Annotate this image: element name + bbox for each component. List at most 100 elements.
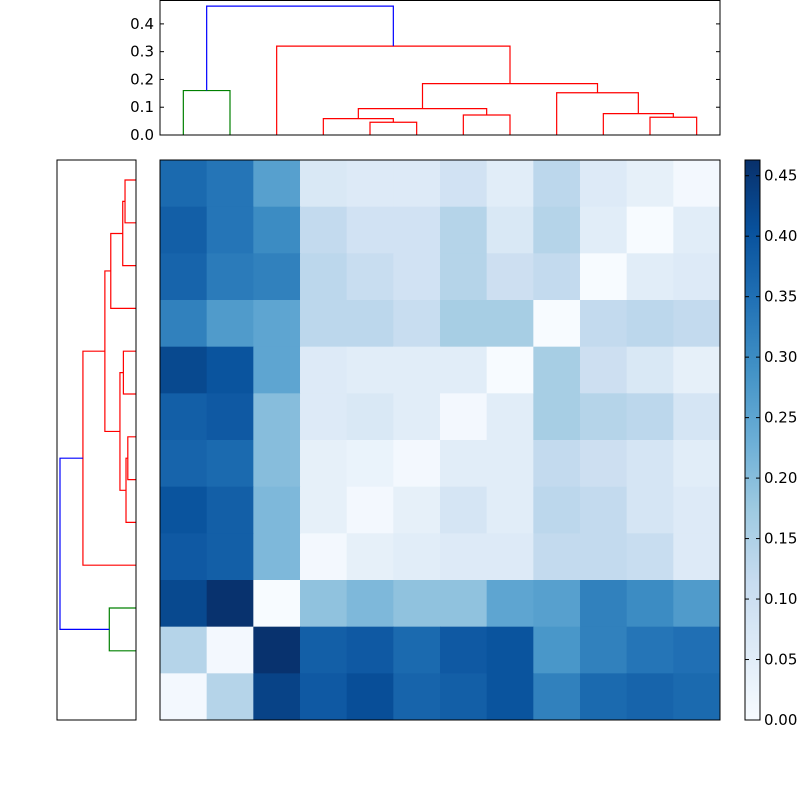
- heatmap-cell: [486, 486, 534, 534]
- heatmap-cell: [160, 533, 208, 581]
- heatmap-cell: [533, 440, 581, 488]
- heatmap-cell: [206, 393, 254, 441]
- heatmap-cell: [300, 486, 348, 534]
- heatmap-cell: [533, 626, 581, 674]
- dendrogram-link: [649, 116, 698, 135]
- heatmap-cell: [673, 440, 721, 488]
- heatmap-cell: [440, 533, 488, 581]
- heatmap-cell: [253, 160, 301, 208]
- heatmap-cell: [533, 206, 581, 254]
- heatmap-cell: [580, 160, 628, 208]
- heatmap-cell: [440, 673, 488, 721]
- heatmap-cell: [626, 673, 674, 721]
- heatmap-cell: [626, 300, 674, 348]
- heatmap-cell: [486, 673, 534, 721]
- heatmap-cell: [486, 253, 534, 301]
- heatmap-cell: [673, 206, 721, 254]
- heatmap-cell: [253, 673, 301, 721]
- dendrogram-link: [421, 83, 599, 109]
- heatmap-cell: [300, 626, 348, 674]
- colorbar-tick-label: 0.00: [764, 711, 797, 729]
- heatmap-cell: [440, 346, 488, 394]
- heatmap-cell: [440, 300, 488, 348]
- heatmap-cell: [160, 393, 208, 441]
- heatmap-cell: [533, 160, 581, 208]
- heatmap-cell: [393, 533, 441, 581]
- heatmap-cell: [580, 440, 628, 488]
- heatmap-cell: [253, 300, 301, 348]
- heatmap-cell: [673, 626, 721, 674]
- heatmap-cell: [440, 486, 488, 534]
- heatmap-cell: [673, 300, 721, 348]
- heatmap-cell: [346, 533, 394, 581]
- heatmap-cell: [206, 580, 254, 628]
- left-dendrogram-frame: [56, 159, 137, 721]
- heatmap-cell: [673, 486, 721, 534]
- heatmap-cell: [253, 626, 301, 674]
- heatmap-cell: [346, 206, 394, 254]
- heatmap-cell: [580, 206, 628, 254]
- heatmap-cell: [673, 346, 721, 394]
- colorbar-tick-label: 0.10: [764, 590, 797, 608]
- heatmap-cell: [580, 673, 628, 721]
- heatmap-cell: [346, 253, 394, 301]
- heatmap-cell: [626, 440, 674, 488]
- dendrogram-link: [124, 179, 136, 224]
- dendrogram-link: [357, 108, 488, 119]
- heatmap-cell: [486, 440, 534, 488]
- heatmap-cell: [580, 300, 628, 348]
- heatmap-cell: [253, 206, 301, 254]
- dendrogram-link: [206, 5, 394, 91]
- heatmap-cell: [346, 440, 394, 488]
- heatmap-cell: [393, 160, 441, 208]
- dendrogram-link: [322, 118, 394, 135]
- heatmap-cell: [533, 393, 581, 441]
- heatmap-cell: [206, 626, 254, 674]
- heatmap-cell: [253, 533, 301, 581]
- heatmap-cell: [300, 253, 348, 301]
- heatmap-cell: [580, 580, 628, 628]
- heatmap-cell: [486, 533, 534, 581]
- heatmap-cell: [626, 160, 674, 208]
- heatmap-cell: [440, 393, 488, 441]
- heatmap-cell: [206, 160, 254, 208]
- heatmap-cell: [393, 673, 441, 721]
- heatmap-cell: [393, 580, 441, 628]
- heatmap-cell: [440, 160, 488, 208]
- colorbar-bar: [744, 159, 761, 721]
- heatmap-cell: [533, 533, 581, 581]
- heatmap-cell: [626, 346, 674, 394]
- heatmap-cell: [626, 253, 674, 301]
- heatmap-cell: [533, 580, 581, 628]
- dendrogram-link: [369, 121, 418, 135]
- dendrogram-link: [182, 89, 231, 135]
- heatmap-cell: [486, 160, 534, 208]
- heatmap-cell: [206, 673, 254, 721]
- heatmap-cell: [673, 673, 721, 721]
- heatmap-cell: [393, 253, 441, 301]
- top-dendrogram-frame: [159, 0, 721, 136]
- heatmap-cell: [673, 160, 721, 208]
- heatmap-cell: [626, 533, 674, 581]
- y-axis-tick-label: 0.4: [130, 15, 154, 33]
- heatmap-cell: [346, 393, 394, 441]
- left-dendrogram: [56, 159, 137, 721]
- heatmap-cell: [300, 533, 348, 581]
- heatmap-cell: [300, 300, 348, 348]
- heatmap-cell: [346, 626, 394, 674]
- heatmap-cell: [626, 486, 674, 534]
- dendrogram-link: [122, 350, 136, 395]
- dendrogram-link: [108, 607, 136, 652]
- heatmap-cell: [206, 300, 254, 348]
- heatmap-cell: [393, 440, 441, 488]
- colorbar-tick-label: 0.45: [764, 167, 797, 185]
- heatmap-cell: [160, 673, 208, 721]
- heatmap-cell: [673, 253, 721, 301]
- heatmap-cell: [160, 160, 208, 208]
- heatmap-cell: [206, 206, 254, 254]
- heatmap-cell: [160, 300, 208, 348]
- heatmap-cell: [253, 346, 301, 394]
- heatmap-cell: [533, 486, 581, 534]
- heatmap-cell: [393, 486, 441, 534]
